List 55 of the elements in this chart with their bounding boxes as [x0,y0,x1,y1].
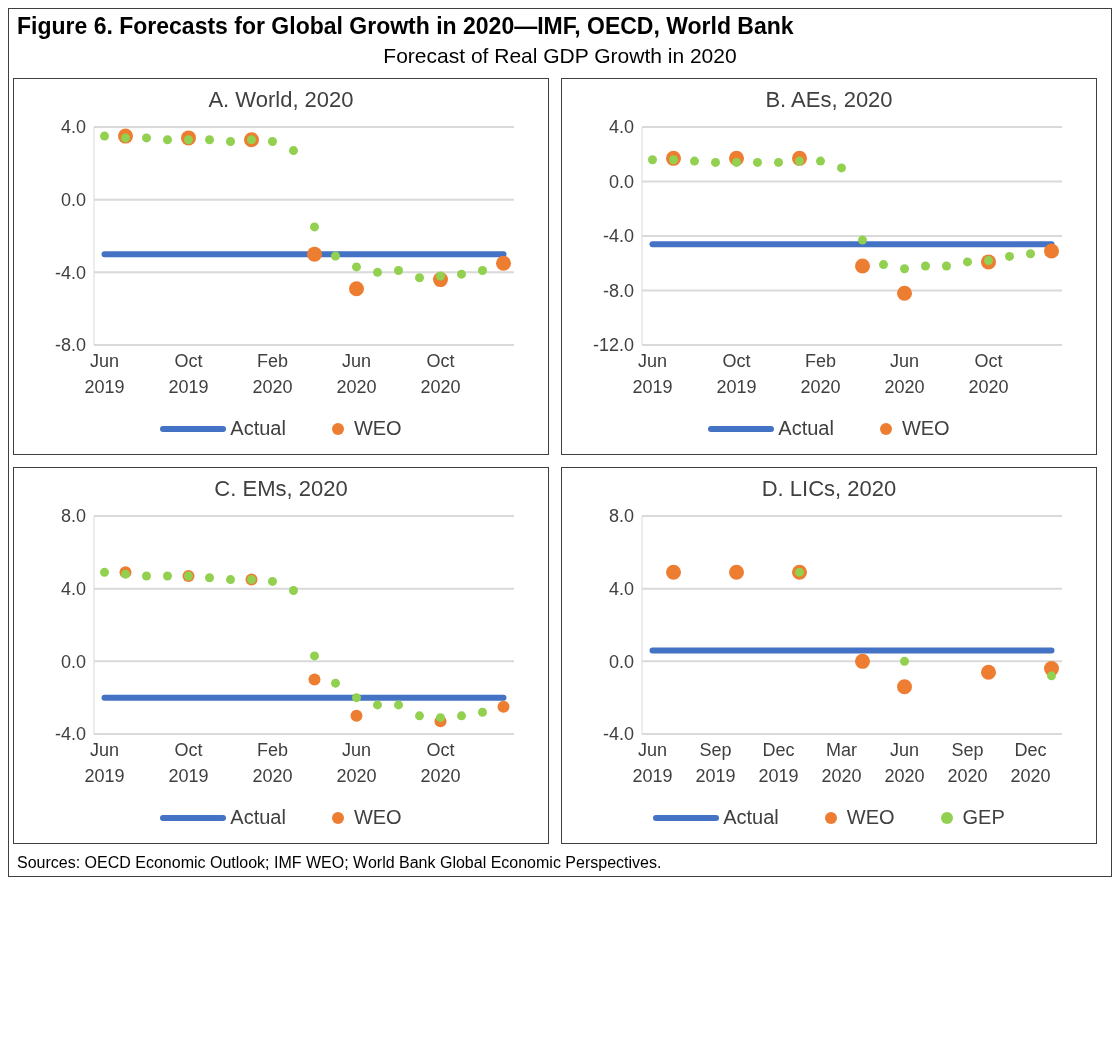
chart-title: A. World, 2020 [207,87,355,113]
y-tick-label: 0.0 [60,651,86,672]
y-tick-label: -8.0 [54,335,86,356]
y-tick-label: 8.0 [60,506,86,527]
y-tick-label: -12.0 [592,335,634,356]
y-tick-label: 4.0 [60,117,86,138]
x-tick-label: Jun 2020 [884,351,925,397]
chart-title: C. EMs, 2020 [213,476,349,502]
legend-label: WEO [901,417,950,440]
x-tick-label: Jun 2020 [336,740,377,786]
y-tick-label: -8.0 [602,280,634,301]
y-tick-label: 0.0 [608,651,634,672]
y-tick-label: -4.0 [54,262,86,283]
y-tick-label: 0.0 [608,171,634,192]
x-tick-label: Oct 2019 [168,740,209,786]
y-tick-label: -4.0 [602,226,634,247]
x-tick-label: Oct 2020 [420,351,461,397]
x-tick-label: Jun 2020 [884,740,925,786]
y-tick-label: 4.0 [608,117,634,138]
y-tick-label: -4.0 [602,724,634,745]
x-tick-label: Oct 2020 [420,740,461,786]
x-tick-label: Jun 2019 [632,351,673,397]
legend-label: WEO [353,806,402,829]
x-tick-label: Dec 2019 [758,740,799,786]
y-tick-label: 4.0 [60,579,86,600]
x-tick-label: Jun 2019 [84,351,125,397]
x-tick-label: Sep 2019 [695,740,736,786]
x-tick-label: Jun 2020 [336,351,377,397]
text: Figure 6. Forecasts for Global Growth in 2020—IMF, OECD, World Bank [17,13,795,40]
x-tick-label: Sep 2020 [947,740,988,786]
x-tick-label: Mar 2020 [821,740,862,786]
legend-label: Actual [230,806,286,829]
y-tick-label: 4.0 [608,579,634,600]
x-tick-label: Feb 2020 [252,351,293,397]
y-tick-label: 8.0 [608,506,634,527]
text: Forecast of Real GDP Growth in 2020 [382,44,738,68]
legend-label: Actual [230,417,286,440]
x-tick-label: Jun 2019 [84,740,125,786]
x-tick-label: Oct 2020 [968,351,1009,397]
legend-label: Actual [778,417,834,440]
x-tick-label: Dec 2020 [1010,740,1051,786]
chart-title: D. LICs, 2020 [760,476,898,502]
x-tick-label: Oct 2019 [716,351,757,397]
legend-label: WEO [846,806,895,829]
y-tick-label: -4.0 [54,724,86,745]
x-tick-label: Jun 2019 [632,740,673,786]
legend-label: Actual [723,806,779,829]
chart-title: B. AEs, 2020 [764,87,894,113]
y-tick-label: 0.0 [60,190,86,211]
legend-label: GEP [962,806,1005,829]
legend-label: WEO [353,417,402,440]
x-tick-label: Oct 2019 [168,351,209,397]
source-note: Sources: OECD Economic Outlook; IMF WEO; World Bank Global Economic Perspectives. [17,854,663,872]
x-tick-label: Feb 2020 [800,351,841,397]
x-tick-label: Feb 2020 [252,740,293,786]
